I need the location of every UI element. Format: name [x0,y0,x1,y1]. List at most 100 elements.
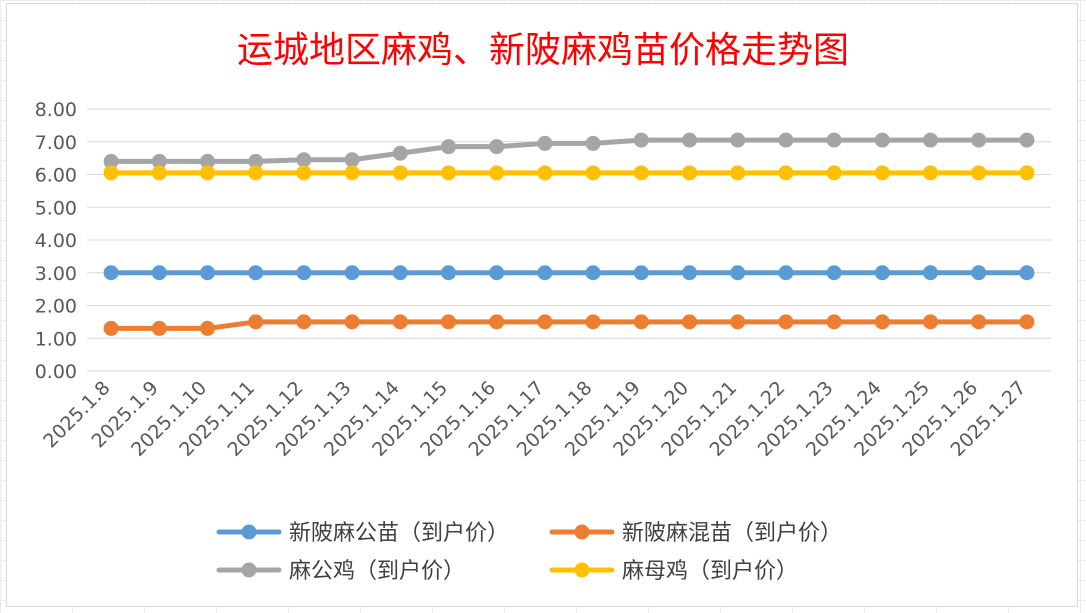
data-point [103,320,119,336]
legend-entry: 麻公鸡（到户价） [216,559,465,584]
data-point [441,314,456,330]
data-point [296,152,312,168]
data-point [537,165,553,181]
gridlines [87,108,1051,372]
data-point [826,132,842,148]
data-point [489,139,505,155]
y-tick-label: 3.00 [35,263,77,285]
data-point [633,132,649,148]
data-point [489,265,505,281]
data-point [296,314,312,330]
data-point [537,314,553,330]
legend-marker [241,524,257,540]
data-point [923,314,938,330]
data-point [200,153,215,169]
data-point [151,153,167,169]
y-tick-label: 1.00 [35,328,77,350]
data-point [585,165,601,181]
data-point [730,265,746,281]
series-line [108,137,1030,164]
chart-area[interactable]: 运城地区麻鸡、新陂麻鸡苗价格走势图 0.00 1.00 2.00 3.00 4.00 5.… [6,3,1078,607]
data-point [730,165,746,181]
data-point [971,265,987,281]
data-point [296,265,312,281]
y-tick-label: 0.00 [35,361,77,383]
data-point [248,265,264,281]
y-axis-labels: 0.00 1.00 2.00 3.00 4.00 5.00 6.00 7.00 8.00 [35,99,77,383]
data-point [971,132,987,148]
data-point [296,165,312,181]
data-point [151,320,167,336]
data-point [826,165,842,181]
data-point [344,265,360,281]
legend-label: 新陂麻公苗（到户价） [289,521,509,546]
data-point [200,165,215,181]
legend-entry: 麻母鸡（到户价） [549,559,798,584]
data-point [682,165,697,181]
data-point [537,135,553,151]
y-tick-label: 4.00 [35,230,77,252]
legend-label: 新陂麻混苗（到户价） [622,521,842,546]
data-point [200,320,215,336]
data-point [441,265,456,281]
data-point [248,153,264,169]
data-point [971,314,987,330]
data-point [151,165,167,181]
data-point [392,265,408,281]
legend-label: 麻母鸡（到户价） [622,559,798,584]
data-point [1019,314,1035,330]
data-point [344,165,360,181]
legend-marker [574,524,590,540]
data-point [633,265,649,281]
data-point [730,132,746,148]
data-point [344,152,360,168]
data-point [248,165,264,181]
data-point [874,132,890,148]
data-point [923,165,938,181]
chart-title: 运城地区麻鸡、新陂麻鸡苗价格走势图 [237,30,849,71]
data-point [1019,265,1035,281]
data-point [248,314,264,330]
legend-label: 麻公鸡（到户价） [289,559,465,584]
data-point [103,153,119,169]
data-point [103,265,119,281]
data-point [778,265,794,281]
data-point [151,265,167,281]
data-point [489,314,505,330]
data-point [826,265,842,281]
data-point [923,132,938,148]
data-point [585,135,601,151]
data-point [730,314,746,330]
data-point [971,165,987,181]
data-point [633,314,649,330]
data-point [441,139,456,155]
data-point [682,265,697,281]
plot-series [103,132,1035,336]
legend-entry: 新陂麻混苗（到户价） [549,521,842,546]
data-point [874,314,890,330]
data-point [778,314,794,330]
data-point [441,165,456,181]
data-point [682,132,697,148]
data-point [923,265,938,281]
y-tick-label: 5.00 [35,197,77,219]
data-point [585,265,601,281]
legend-entry: 新陂麻公苗（到户价） [216,521,509,546]
line-chart: 运城地区麻鸡、新陂麻鸡苗价格走势图 0.00 1.00 2.00 3.00 4.00 5.… [35,30,1051,584]
legend: 新陂麻公苗（到户价） 新陂麻混苗（到户价） 麻公鸡（到户价） 麻母鸡（到户价） [216,521,842,584]
series-line [108,319,1030,331]
y-tick-label: 6.00 [35,165,77,187]
y-tick-label: 2.00 [35,296,77,318]
y-tick-label: 7.00 [35,132,77,154]
data-point [874,165,890,181]
data-point [344,314,360,330]
data-point [585,314,601,330]
data-point [1019,165,1035,181]
data-point [392,145,408,161]
x-axis-labels: 2025.1.82025.1.92025.1.102025.1.112025.1… [39,377,1030,461]
data-point [537,265,553,281]
data-point [826,314,842,330]
data-point [103,165,119,181]
legend-marker [241,562,257,578]
data-point [392,165,408,181]
